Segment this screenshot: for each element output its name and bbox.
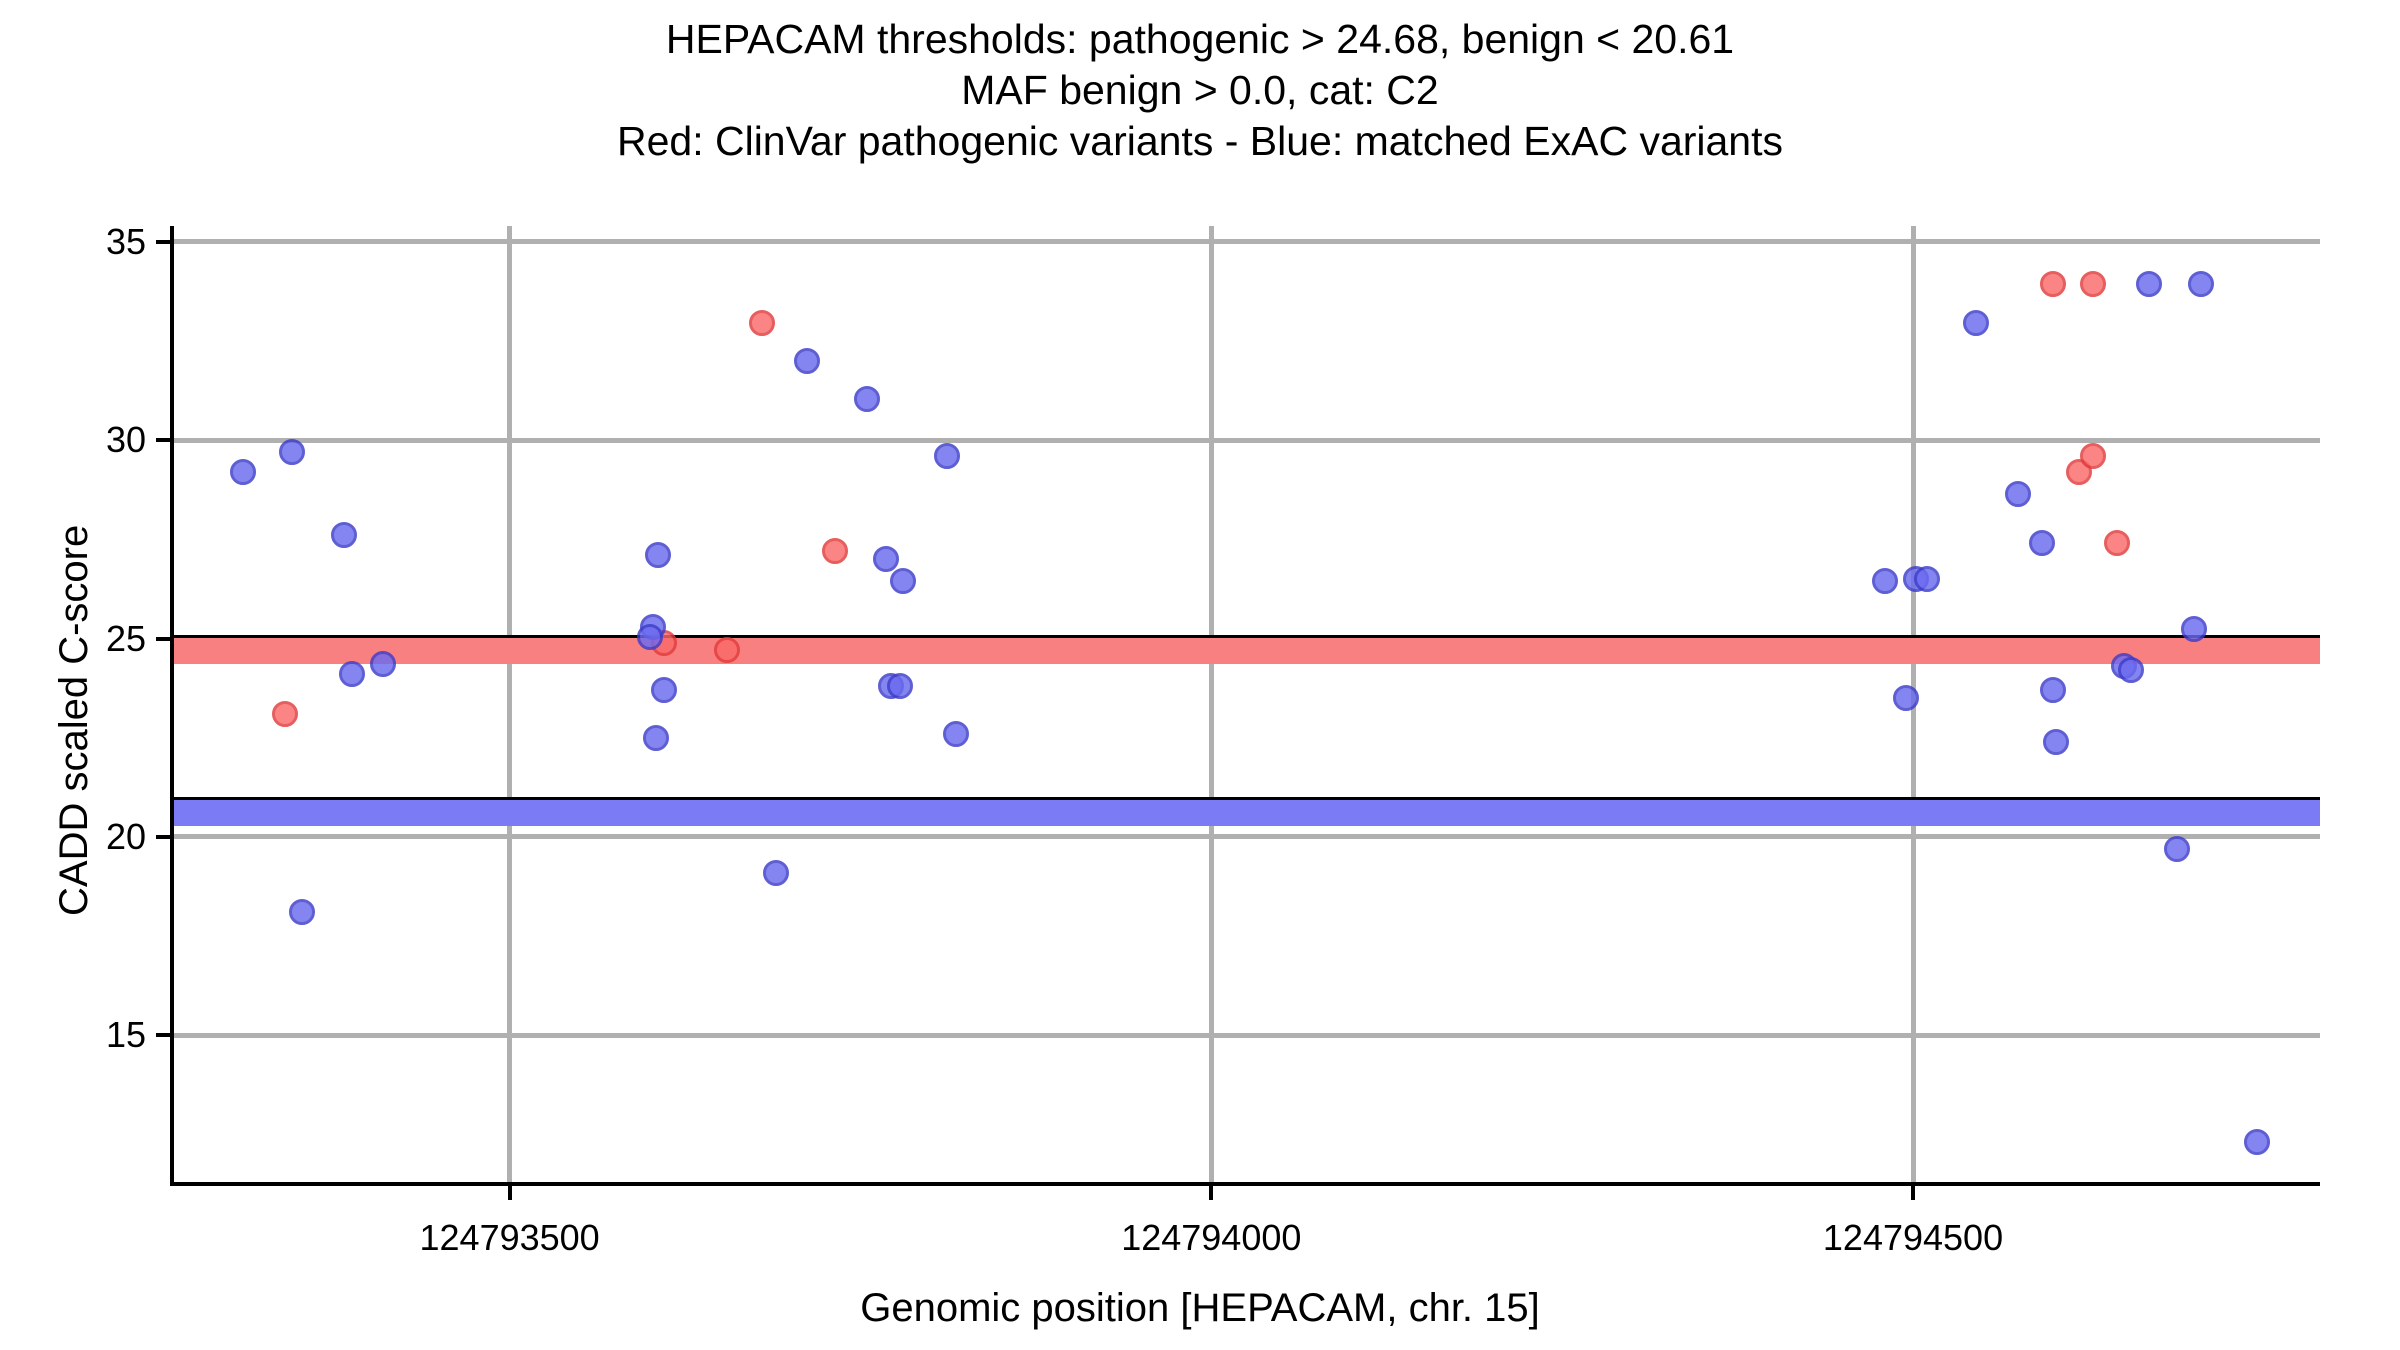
scatter-point-pathogenic-4	[822, 538, 849, 565]
scatter-point-pathogenic-9	[2103, 530, 2130, 557]
y-tick-label-25: 25	[105, 617, 146, 659]
x-tick-mark-124794000	[1209, 1186, 1214, 1200]
scatter-point-benign-15	[889, 568, 916, 595]
scatter-point-pathogenic-3	[749, 310, 776, 337]
gridline-h-35	[170, 239, 2320, 245]
x-axis-label: Genomic position [HEPACAM, chr. 15]	[860, 1286, 1540, 1330]
gridline-v-124793500	[507, 226, 513, 1186]
x-tick-label-124794000: 124794000	[1121, 1217, 1302, 1258]
scatter-point-benign-12	[794, 347, 821, 374]
scatter-point-benign-32	[2117, 657, 2144, 684]
y-tick-label-20: 20	[105, 815, 146, 857]
scatter-point-benign-23	[1892, 685, 1919, 712]
gridline-h-15	[170, 1032, 2320, 1038]
scatter-point-benign-25	[2005, 480, 2032, 507]
scatter-point-benign-11	[763, 859, 790, 886]
scatter-point-pathogenic-0	[272, 700, 299, 727]
scatter-point-benign-14	[872, 546, 899, 573]
axis-spine-left	[170, 226, 174, 1186]
scatter-point-pathogenic-6	[2079, 270, 2106, 297]
scatter-point-benign-18	[934, 443, 961, 470]
y-tick-mark-15	[156, 1033, 170, 1038]
scatter-point-benign-35	[2243, 1129, 2270, 1156]
chart-title: HEPACAM thresholds: pathogenic > 24.68, …	[0, 14, 2400, 167]
scatter-point-benign-22	[1914, 566, 1941, 593]
scatter-point-benign-29	[2135, 270, 2162, 297]
scatter-point-benign-24	[1963, 310, 1990, 337]
plot-area	[170, 226, 2320, 1186]
scatter-point-benign-4	[339, 661, 366, 688]
x-tick-label-124793500: 124793500	[419, 1217, 600, 1258]
title-line-1: HEPACAM thresholds: pathogenic > 24.68, …	[665, 16, 1735, 62]
y-tick-label-35: 35	[105, 220, 146, 262]
scatter-point-benign-9	[650, 677, 677, 704]
y-tick-label-15: 15	[105, 1014, 146, 1056]
scatter-point-benign-26	[2029, 530, 2056, 557]
scatter-point-benign-2	[288, 899, 315, 926]
y-tick-mark-25	[156, 636, 170, 641]
scatter-point-pathogenic-8	[2079, 443, 2106, 470]
scatter-point-benign-7	[636, 623, 663, 650]
threshold-line-pathogenic	[170, 635, 2320, 639]
scatter-point-benign-13	[854, 385, 881, 412]
scatter-point-benign-30	[2187, 270, 2214, 297]
y-tick-label-30: 30	[105, 419, 146, 461]
scatter-point-benign-33	[2180, 615, 2207, 642]
y-tick-mark-20	[156, 834, 170, 839]
scatter-point-benign-34	[2163, 835, 2190, 862]
threshold-band-benign	[170, 799, 2320, 826]
title-line-3: Red: ClinVar pathogenic variants - Blue:…	[616, 118, 1784, 164]
scatter-point-benign-20	[1871, 568, 1898, 595]
scatter-point-benign-19	[942, 720, 969, 747]
scatter-point-pathogenic-2	[714, 637, 741, 664]
scatter-point-benign-10	[642, 724, 669, 751]
gridline-h-30	[170, 437, 2320, 443]
threshold-line-benign	[170, 796, 2320, 800]
x-tick-mark-124793500	[507, 1186, 512, 1200]
gridline-h-20	[170, 834, 2320, 840]
y-tick-mark-35	[156, 239, 170, 244]
plot-background	[170, 226, 2320, 1186]
scatter-point-benign-1	[279, 439, 306, 466]
y-tick-mark-30	[156, 438, 170, 443]
title-line-2: MAF benign > 0.0, cat: C2	[961, 67, 1439, 113]
axis-spine-bottom	[170, 1182, 2320, 1186]
scatter-point-benign-28	[2043, 728, 2070, 755]
scatter-point-benign-8	[645, 542, 672, 569]
scatter-point-benign-0	[229, 458, 256, 485]
threshold-band-pathogenic	[170, 638, 2320, 665]
scatter-point-benign-17	[886, 673, 913, 700]
x-tick-label-124794500: 124794500	[1822, 1217, 2004, 1258]
scatter-point-pathogenic-7	[2065, 458, 2092, 485]
scatter-point-benign-3	[331, 522, 358, 549]
scatter-point-pathogenic-5	[2040, 270, 2067, 297]
y-axis-label: CADD scaled C-score	[52, 524, 96, 916]
scatter-point-benign-27	[2040, 677, 2067, 704]
scatter-point-benign-5	[370, 651, 397, 678]
x-tick-mark-124794500	[1911, 1186, 1916, 1200]
gridline-v-124794000	[1208, 226, 1214, 1186]
